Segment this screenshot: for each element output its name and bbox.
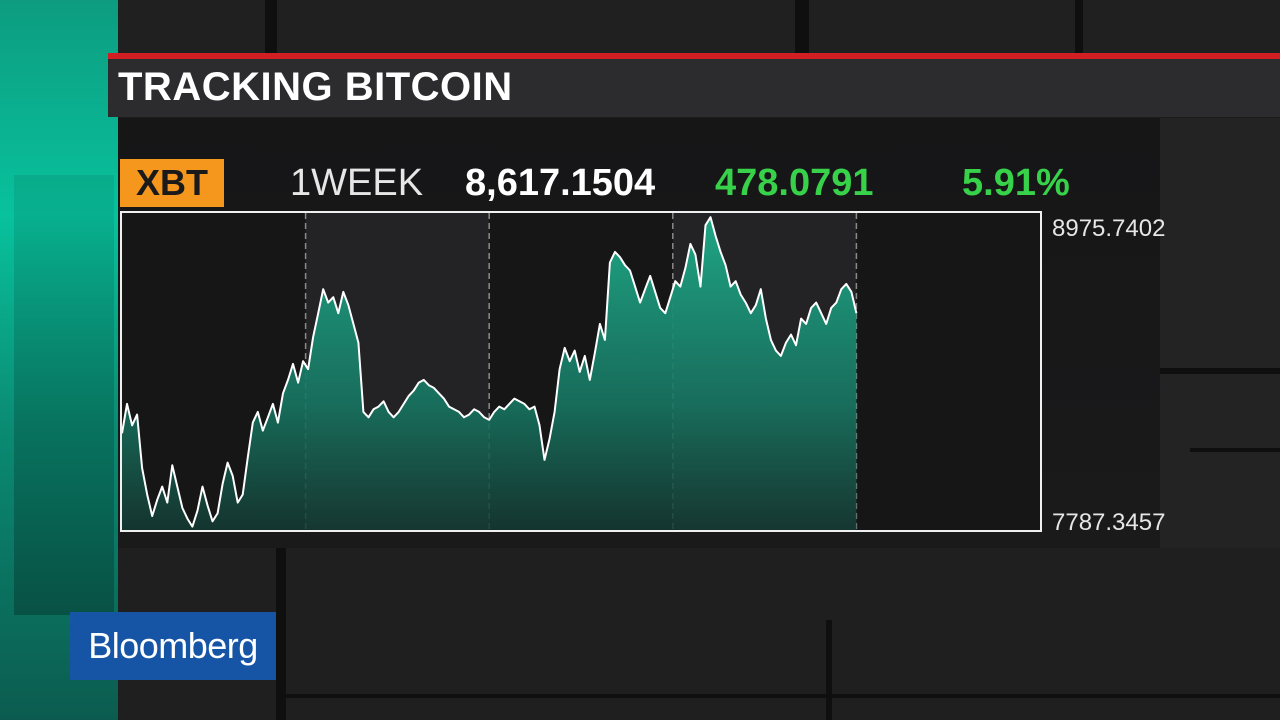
chart-title: TRACKING BITCOIN bbox=[118, 65, 513, 109]
change-value: 478.0791 bbox=[715, 162, 874, 204]
price-chart bbox=[122, 213, 1040, 530]
background-divider bbox=[265, 0, 277, 53]
price-area bbox=[122, 217, 857, 530]
background-divider bbox=[1190, 448, 1280, 452]
background-divider bbox=[1160, 368, 1280, 374]
bloomberg-logo: Bloomberg bbox=[70, 612, 276, 680]
y-axis-min-label: 7787.3457 bbox=[1052, 509, 1166, 536]
background-divider bbox=[286, 694, 1280, 698]
background-teal-column bbox=[0, 0, 118, 720]
background-divider bbox=[795, 0, 809, 53]
background-divider bbox=[1075, 0, 1083, 53]
y-axis-max-label: 8975.7402 bbox=[1052, 215, 1166, 242]
title-accent-bar bbox=[108, 53, 1280, 59]
title-bar bbox=[108, 59, 1280, 117]
chart-frame bbox=[120, 211, 1042, 532]
ticker-badge: XBT bbox=[120, 159, 224, 207]
session-band bbox=[856, 213, 1040, 530]
price-line bbox=[122, 216, 858, 528]
background-divider bbox=[276, 548, 286, 720]
background-divider bbox=[826, 620, 832, 720]
period-label: 1WEEK bbox=[290, 162, 424, 204]
background-panel-top bbox=[118, 0, 1280, 53]
background-panel-bottom bbox=[118, 548, 1280, 720]
price-value: 8,617.1504 bbox=[465, 162, 656, 204]
change-percent: 5.91% bbox=[962, 162, 1070, 204]
background-teal-shadow bbox=[14, 175, 114, 615]
